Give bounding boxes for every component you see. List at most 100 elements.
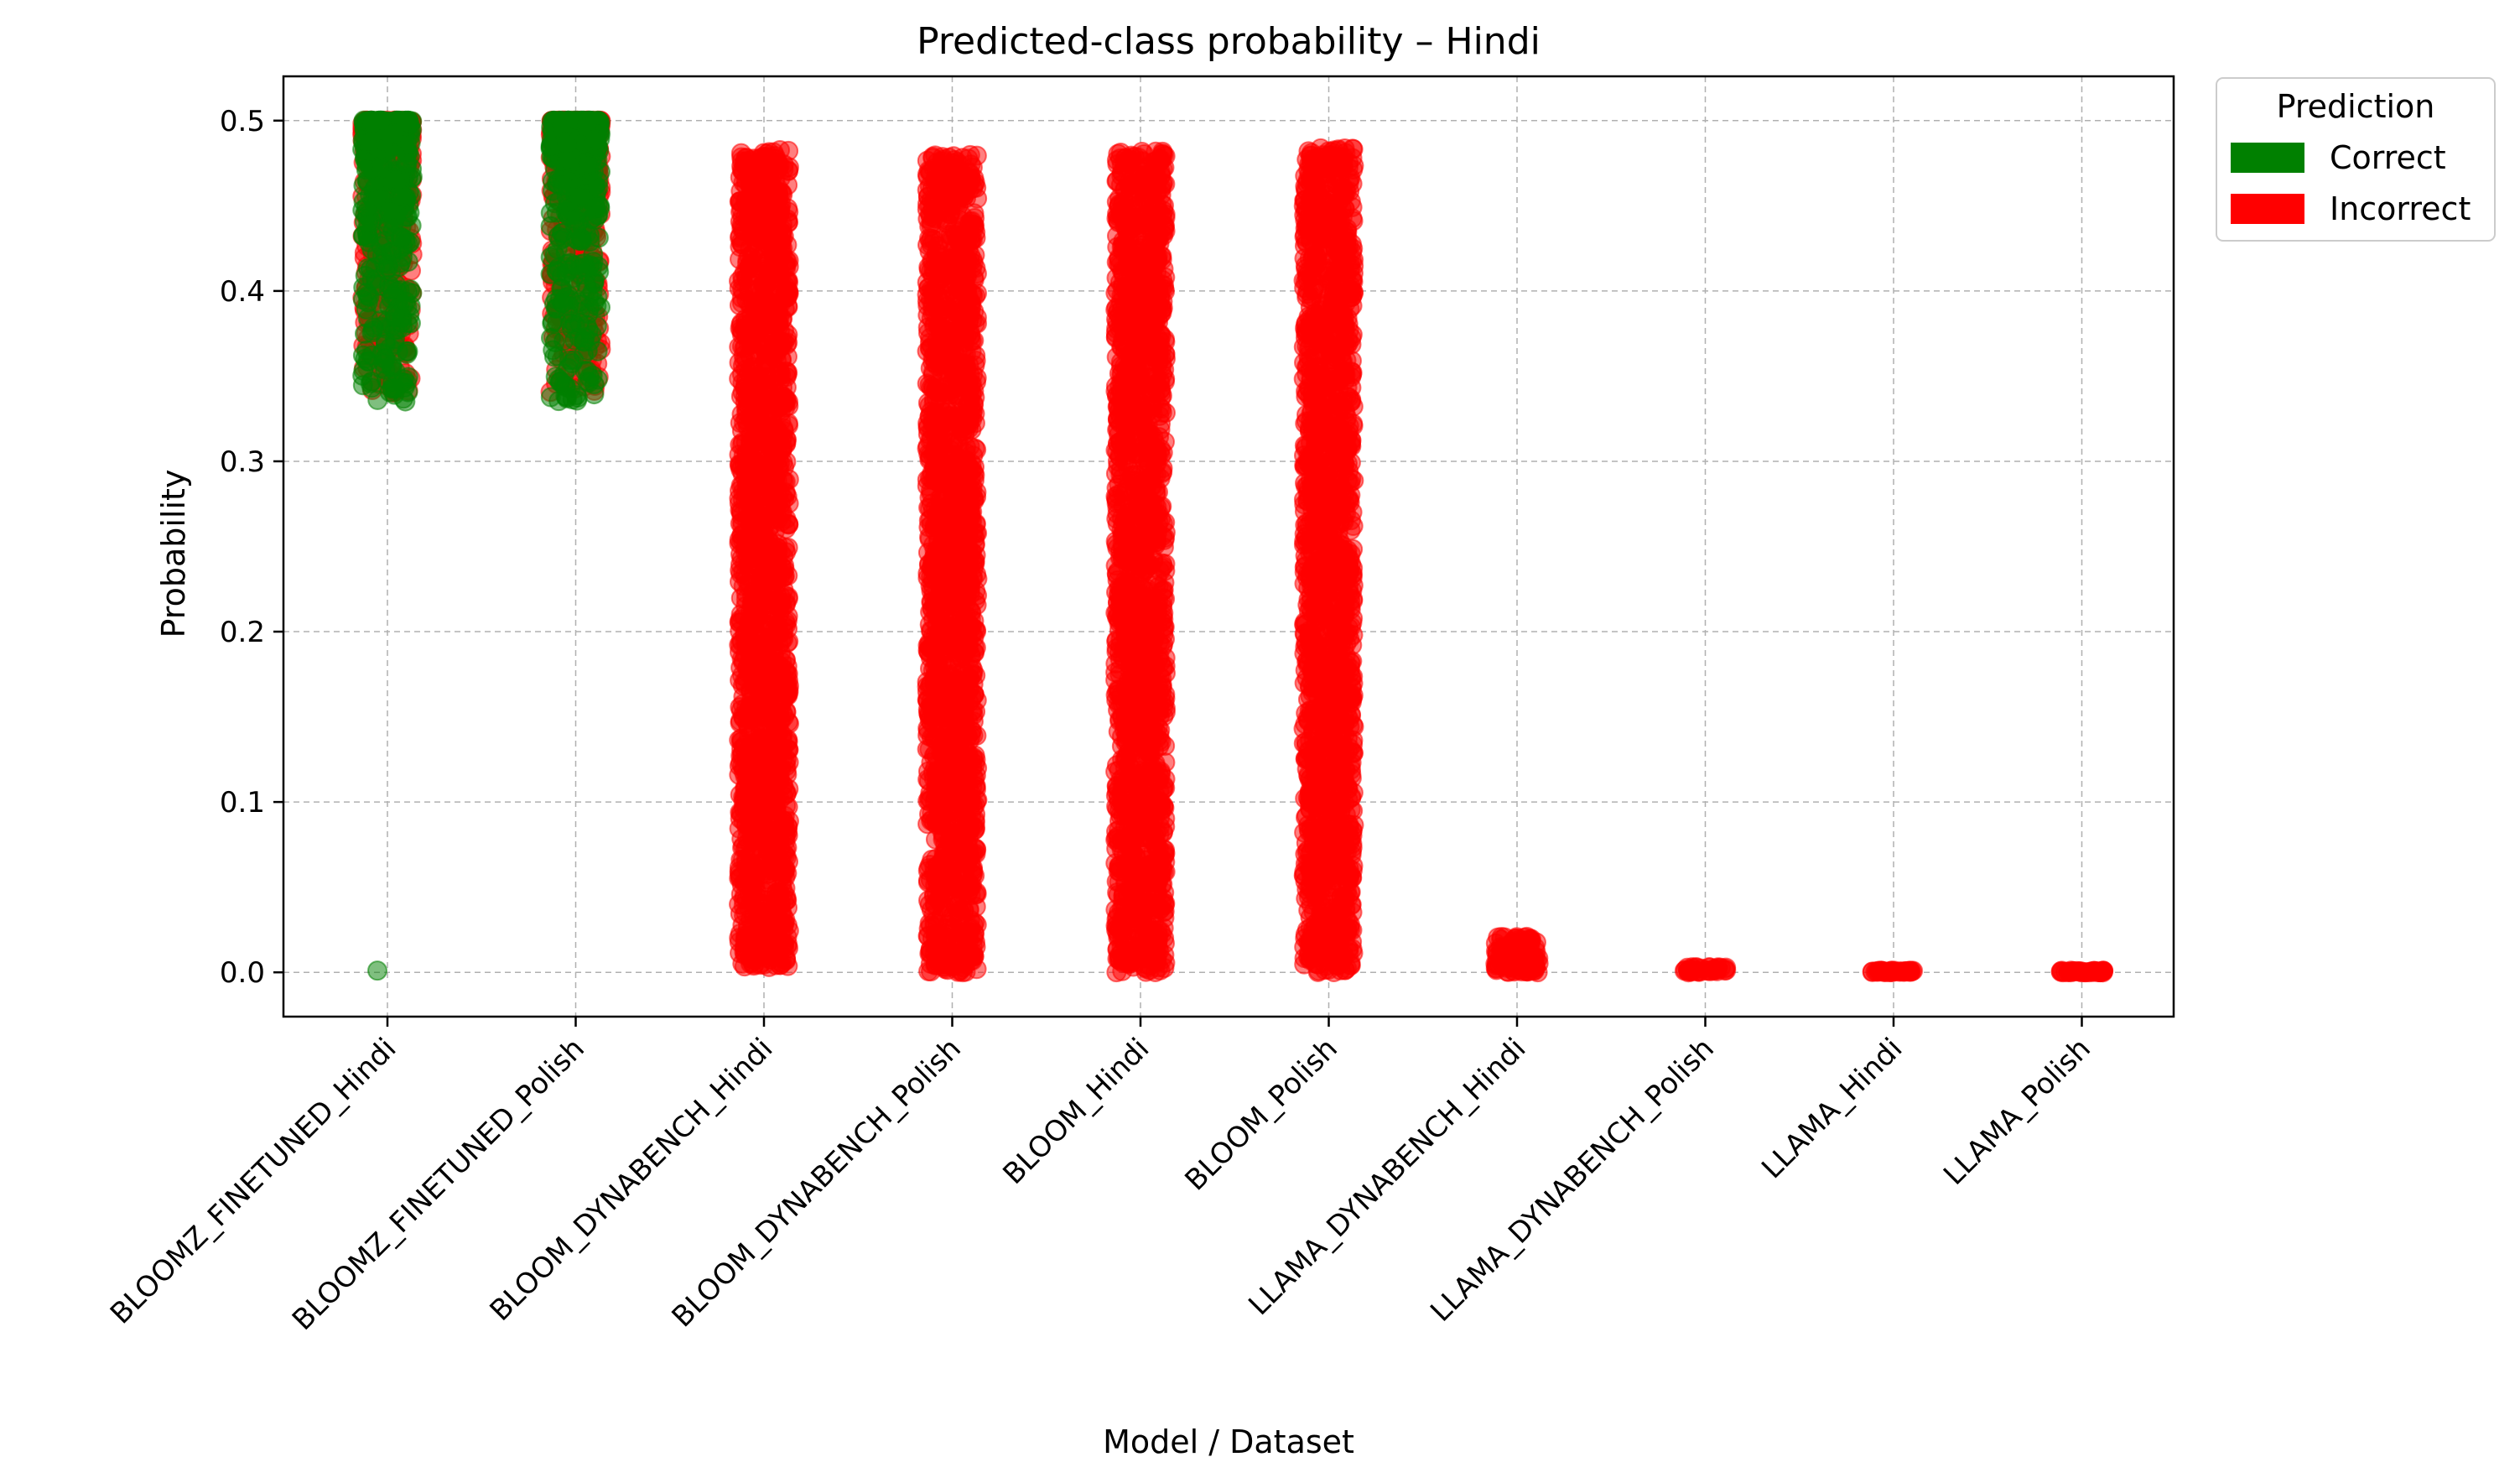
incorrect-point: [730, 237, 751, 258]
incorrect-point: [771, 710, 792, 731]
incorrect-point: [965, 523, 986, 544]
incorrect-point: [735, 206, 756, 227]
incorrect-point: [950, 403, 971, 424]
incorrect-point: [765, 146, 786, 167]
incorrect-point: [770, 247, 791, 268]
incorrect-point: [756, 831, 777, 852]
incorrect-point: [749, 255, 770, 276]
incorrect-point: [930, 606, 951, 627]
incorrect-point: [729, 294, 750, 315]
incorrect-point: [925, 955, 946, 976]
incorrect-point: [952, 148, 973, 169]
incorrect-point: [959, 320, 980, 341]
incorrect-point: [759, 857, 780, 878]
incorrect-point: [936, 723, 957, 744]
incorrect-point: [746, 752, 767, 773]
incorrect-point: [777, 212, 798, 233]
incorrect-point: [964, 438, 985, 459]
incorrect-point: [959, 679, 980, 700]
incorrect-point: [759, 785, 780, 806]
incorrect-point: [938, 327, 959, 348]
incorrect-point: [765, 938, 786, 959]
incorrect-point: [926, 809, 947, 830]
incorrect-point: [777, 955, 798, 976]
incorrect-point: [774, 388, 795, 409]
incorrect-point: [775, 482, 796, 503]
incorrect-point: [955, 353, 976, 374]
incorrect-point: [771, 760, 792, 781]
incorrect-point: [961, 419, 982, 440]
incorrect-point: [927, 763, 948, 784]
incorrect-point: [943, 192, 964, 213]
incorrect-point: [931, 300, 952, 321]
incorrect-point: [730, 587, 751, 608]
incorrect-point: [767, 310, 788, 330]
chart-title: Predicted-class probability – Hindi: [917, 20, 1541, 63]
incorrect-point: [735, 482, 756, 503]
incorrect-point: [954, 374, 975, 395]
incorrect-point: [923, 886, 944, 907]
incorrect-point: [943, 789, 964, 810]
incorrect-point: [766, 919, 787, 940]
incorrect-point: [751, 224, 772, 245]
incorrect-point: [926, 541, 947, 562]
incorrect-point: [919, 487, 940, 508]
incorrect-point: [931, 435, 952, 456]
incorrect-point: [917, 186, 938, 207]
incorrect-point: [762, 346, 783, 367]
incorrect-point: [967, 789, 988, 810]
incorrect-point: [917, 739, 938, 760]
incorrect-point: [735, 377, 756, 398]
incorrect-point: [764, 521, 785, 542]
incorrect-point: [937, 870, 958, 891]
incorrect-point: [734, 956, 755, 977]
incorrect-point: [754, 641, 775, 662]
incorrect-point: [960, 945, 981, 966]
incorrect-point: [730, 712, 751, 733]
incorrect-point: [942, 943, 963, 964]
incorrect-point: [738, 396, 759, 417]
incorrect-point: [948, 229, 969, 250]
incorrect-point: [922, 365, 943, 386]
incorrect-point: [938, 172, 959, 193]
incorrect-point: [964, 591, 985, 611]
incorrect-point: [958, 821, 979, 842]
incorrect-point: [753, 554, 774, 575]
incorrect-point: [960, 573, 981, 594]
incorrect-point: [730, 502, 751, 523]
incorrect-point: [936, 253, 957, 274]
incorrect-point: [774, 843, 795, 864]
incorrect-point: [772, 727, 792, 748]
incorrect-point: [964, 550, 985, 571]
incorrect-point: [952, 623, 973, 644]
incorrect-point: [960, 852, 981, 873]
incorrect-point: [962, 502, 983, 523]
incorrect-point: [917, 563, 938, 584]
incorrect-point: [742, 615, 763, 636]
incorrect-point: [776, 542, 797, 563]
incorrect-point: [777, 679, 798, 700]
incorrect-point: [761, 593, 782, 614]
incorrect-point: [730, 903, 751, 924]
incorrect-point: [948, 904, 969, 925]
incorrect-point: [936, 675, 957, 696]
incorrect-point: [948, 762, 969, 783]
incorrect-point: [743, 451, 764, 472]
incorrect-point: [922, 146, 943, 167]
incorrect-point: [761, 440, 782, 461]
incorrect-point: [963, 700, 984, 721]
incorrect-point: [767, 278, 788, 299]
incorrect-point: [919, 658, 940, 679]
incorrect-point: [921, 468, 942, 489]
incorrect-point: [937, 741, 958, 762]
incorrect-point: [759, 190, 780, 211]
incorrect-point: [740, 682, 761, 703]
incorrect-point: [920, 231, 941, 252]
incorrect-point: [931, 705, 952, 726]
incorrect-point: [960, 467, 981, 488]
incorrect-point: [744, 158, 765, 179]
incorrect-point: [919, 913, 940, 934]
incorrect-point: [741, 361, 762, 382]
incorrect-point: [966, 177, 987, 198]
